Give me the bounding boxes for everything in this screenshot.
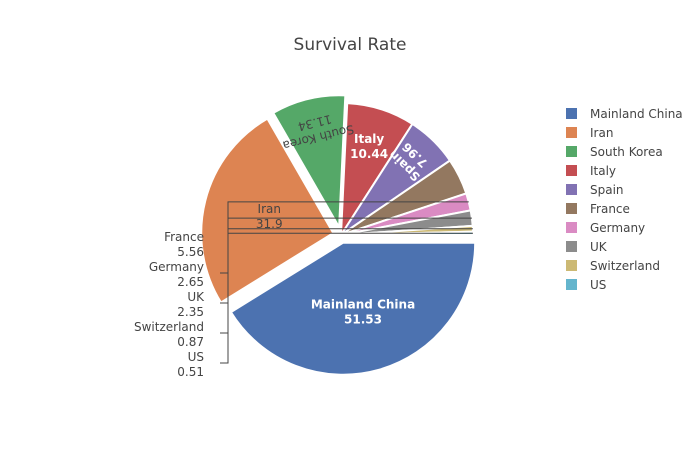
legend-label-germany[interactable]: Germany (590, 221, 645, 235)
legend-label-switzerland[interactable]: Switzerland (590, 259, 660, 273)
leader-line-us (220, 232, 473, 364)
legend-label-uk[interactable]: UK (590, 240, 608, 254)
legend-swatch-italy[interactable] (566, 165, 577, 176)
legend-swatch-south-korea[interactable] (566, 146, 577, 157)
slice-label-france: France 5.56 (164, 230, 204, 259)
legend-swatch-mainland-china[interactable] (566, 108, 577, 119)
legend-swatch-germany[interactable] (566, 222, 577, 233)
legend-swatch-us[interactable] (566, 279, 577, 290)
slice-label-us: US 0.51 (177, 350, 204, 379)
pie-slice-south-korea[interactable] (271, 94, 347, 231)
legend-label-france[interactable]: France (590, 202, 630, 216)
slice-label-mainland-china: Mainland China 51.53 (311, 298, 415, 327)
legend: Mainland China Iran South Korea Italy Spain F… (566, 107, 683, 292)
pie-slice-mainland-china[interactable] (229, 241, 477, 376)
slice-label-germany: Germany 2.65 (149, 260, 204, 289)
slice-label-uk: UK 2.35 (177, 290, 205, 319)
legend-label-spain[interactable]: Spain (590, 183, 624, 197)
chart-title: Survival Rate (294, 35, 407, 55)
legend-label-iran[interactable]: Iran (590, 126, 613, 140)
legend-label-us[interactable]: US (590, 278, 606, 292)
slice-label-switzerland: Switzerland 0.87 (134, 320, 204, 349)
legend-swatch-switzerland[interactable] (566, 260, 577, 271)
slice-label-italy: Italy 10.44 (350, 132, 388, 161)
legend-label-south-korea[interactable]: South Korea (590, 145, 663, 159)
legend-swatch-france[interactable] (566, 203, 577, 214)
legend-swatch-spain[interactable] (566, 184, 577, 195)
pie-slices (200, 94, 477, 376)
legend-swatch-uk[interactable] (566, 241, 577, 252)
legend-label-mainland-china[interactable]: Mainland China (590, 107, 683, 121)
legend-swatch-iran[interactable] (566, 127, 577, 138)
pie-slice-iran[interactable] (200, 117, 335, 304)
legend-label-italy[interactable]: Italy (590, 164, 616, 178)
slice-label-iran: Iran 31.9 (256, 202, 283, 231)
